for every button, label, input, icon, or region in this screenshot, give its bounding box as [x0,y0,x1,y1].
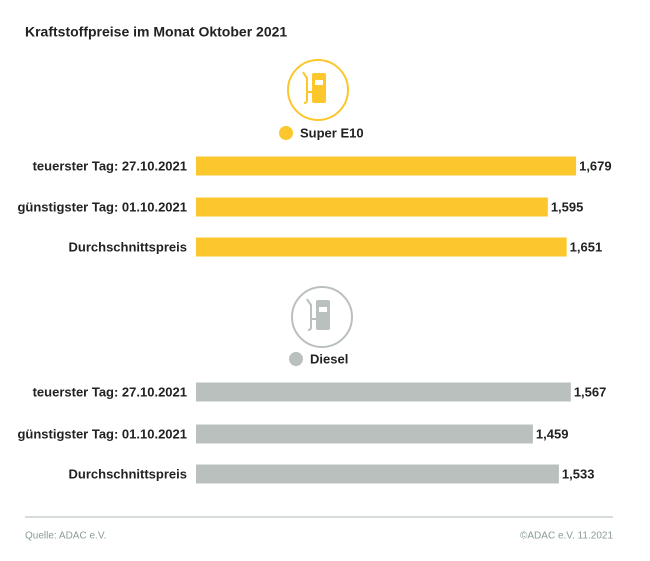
legend-marker [289,352,303,366]
value-label: 1,567 [574,384,607,399]
category-label: teuerster Tag: 27.10.2021 [33,158,187,173]
value-label: 1,651 [570,239,603,254]
copyright: ©ADAC e.V. 11.2021 [520,531,613,542]
chart-title: Kraftstoffpreise im Monat Oktober 2021 [25,24,287,40]
value-label: 1,459 [536,426,569,441]
bar [196,237,567,257]
value-label: 1,595 [551,199,584,214]
category-label: Durchschnittspreis [69,466,187,481]
bar [196,197,548,217]
bar [196,424,533,444]
icon-e10 [287,59,349,121]
icon-diesel [291,286,353,348]
legend-marker [279,126,293,140]
legend-label: Super E10 [300,125,364,140]
bar [196,382,571,402]
category-label: günstigster Tag: 01.10.2021 [17,426,187,441]
category-label: günstigster Tag: 01.10.2021 [17,199,187,214]
value-label: 1,679 [579,158,612,173]
bar [196,156,577,176]
bar [196,464,559,484]
category-label: teuerster Tag: 27.10.2021 [33,384,187,399]
source: Quelle: ADAC e.V. [25,531,106,542]
category-label: Durchschnittspreis [69,239,187,254]
legend-label: Diesel [310,351,348,366]
value-label: 1,533 [562,466,595,481]
